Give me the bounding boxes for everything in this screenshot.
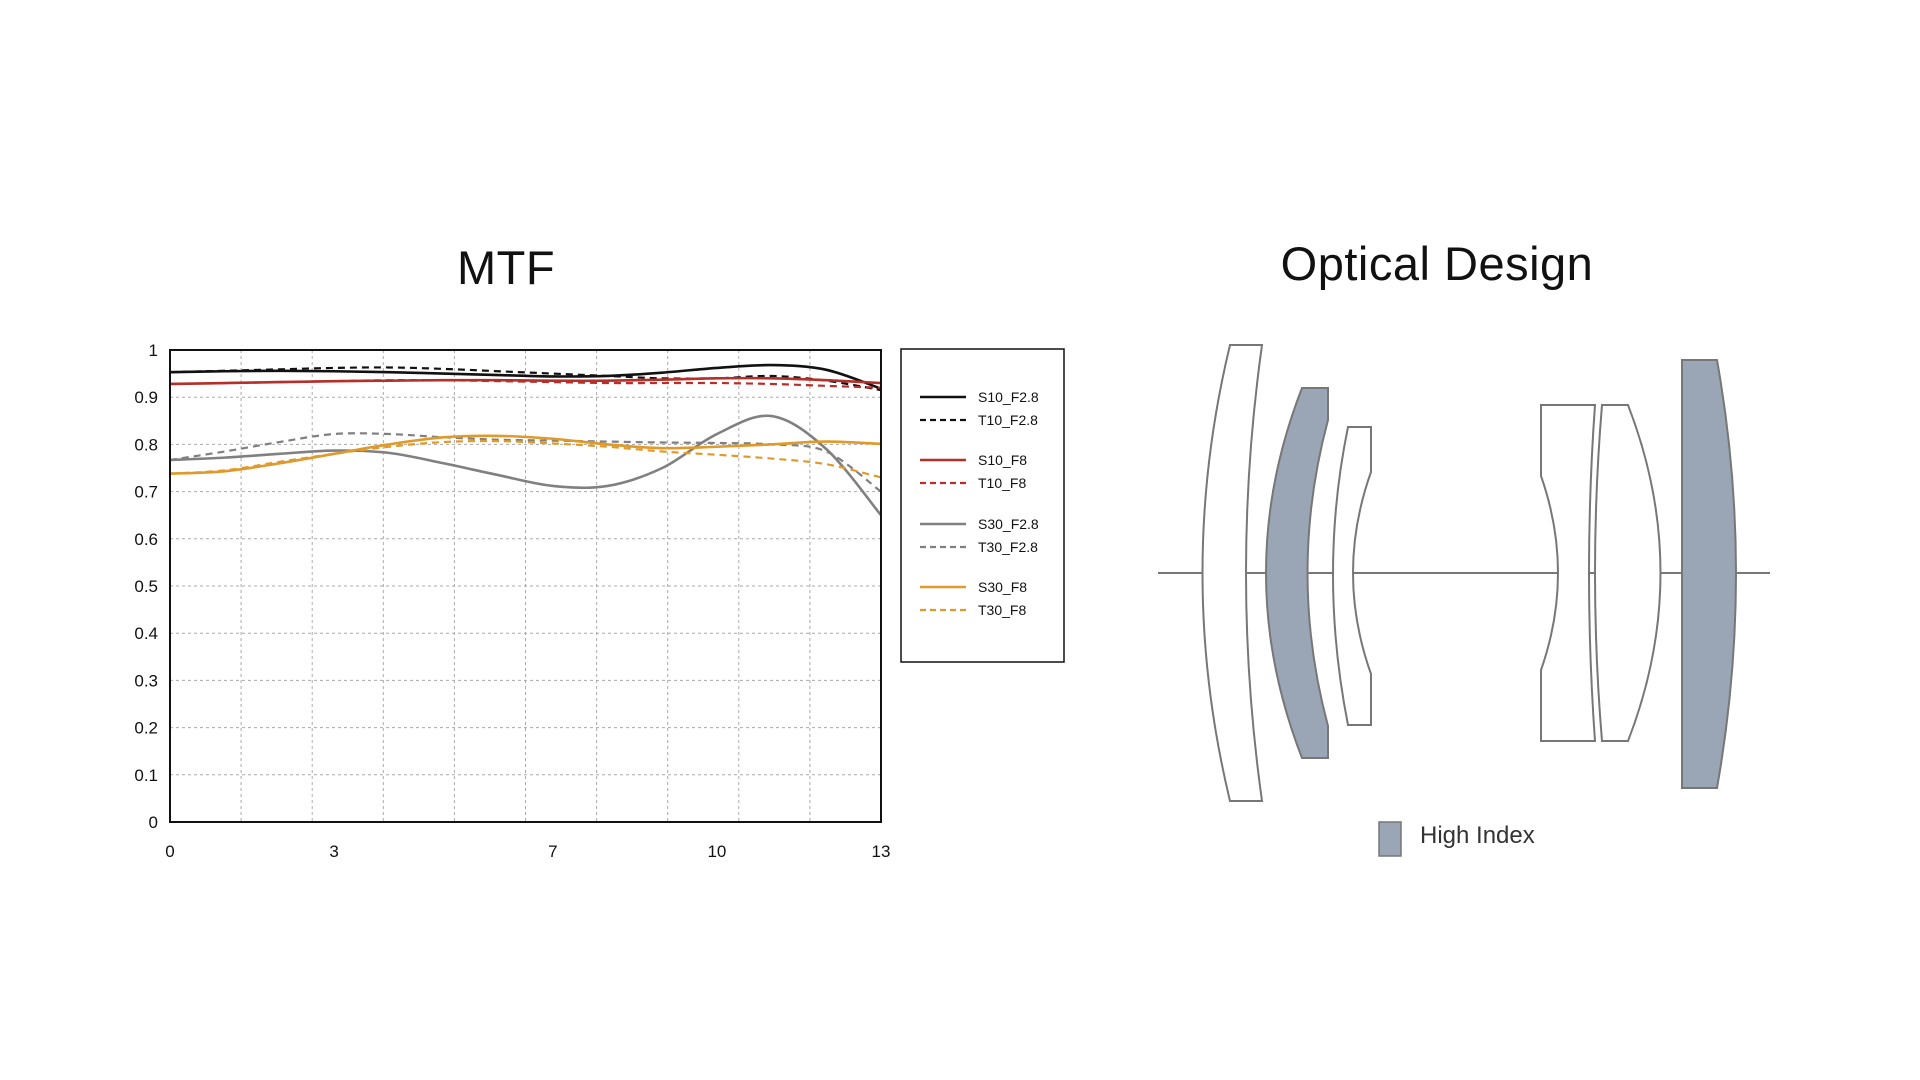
series-line-s10-f2-8 (169, 363, 882, 390)
mtf-title: MTF (456, 241, 556, 294)
legend-label: T30_F8 (978, 602, 1026, 618)
lens-element-1 (1201, 344, 1264, 802)
lens-element-4 (1540, 404, 1597, 742)
x-tick-label: 7 (548, 842, 557, 861)
x-tick-label: 13 (872, 842, 891, 861)
legend-label: S30_F8 (978, 579, 1027, 595)
chart-series (169, 363, 883, 517)
legend-label: S10_F8 (978, 452, 1027, 468)
y-tick-label: 0.8 (134, 435, 158, 454)
y-tick-label: 0.4 (134, 624, 158, 643)
y-tick-label: 0.3 (134, 671, 158, 690)
y-tick-label: 0.6 (134, 530, 158, 549)
y-tick-label: 0.2 (134, 719, 158, 738)
y-tick-label: 0.7 (134, 483, 158, 502)
series-line-s30-f2-8 (169, 414, 883, 517)
x-tick-label: 3 (329, 842, 338, 861)
lens-element-2-high-index (1265, 387, 1329, 759)
y-tick-label: 0.1 (134, 766, 158, 785)
legend-label: T10_F8 (978, 475, 1026, 491)
legend-label: T30_F2.8 (978, 539, 1038, 555)
x-tick-label: 0 (165, 842, 174, 861)
series-line-t30-f8 (169, 439, 882, 479)
lens-element-3 (1332, 426, 1372, 726)
y-tick-label: 0.9 (134, 388, 158, 407)
legend-label: S30_F2.8 (978, 516, 1039, 532)
legend-box (900, 348, 1065, 663)
high-index-swatch (1378, 821, 1402, 857)
lens-element-5 (1594, 404, 1662, 742)
series-line-s30-f8 (169, 434, 882, 475)
series-line-t10-f8 (169, 378, 882, 389)
y-tick-label: 1 (149, 341, 158, 360)
lens-element-6-high-index (1681, 359, 1737, 789)
legend-label: T10_F2.8 (978, 412, 1038, 428)
high-index-label: High Index (1420, 822, 1535, 849)
y-tick-label: 0.5 (134, 577, 158, 596)
y-tick-label: 0 (149, 813, 158, 832)
chart-legend: S10_F2.8 T10_F2.8 S10_F8 T10_F8 S30_F2.8 T30_… (900, 348, 1065, 663)
legend-label: S10_F2.8 (978, 389, 1039, 405)
chart-ticks: 00.10.20.30.40.50.60.70.80.910 3 7 10 13 (134, 341, 890, 861)
x-tick-label: 10 (707, 842, 726, 861)
plot-frame (169, 349, 882, 823)
series-line-t10-f2-8 (169, 366, 882, 392)
optical-design-diagram (1158, 344, 1770, 857)
optical-design-title: Optical Design (1280, 237, 1594, 290)
chart-grid (170, 350, 881, 822)
